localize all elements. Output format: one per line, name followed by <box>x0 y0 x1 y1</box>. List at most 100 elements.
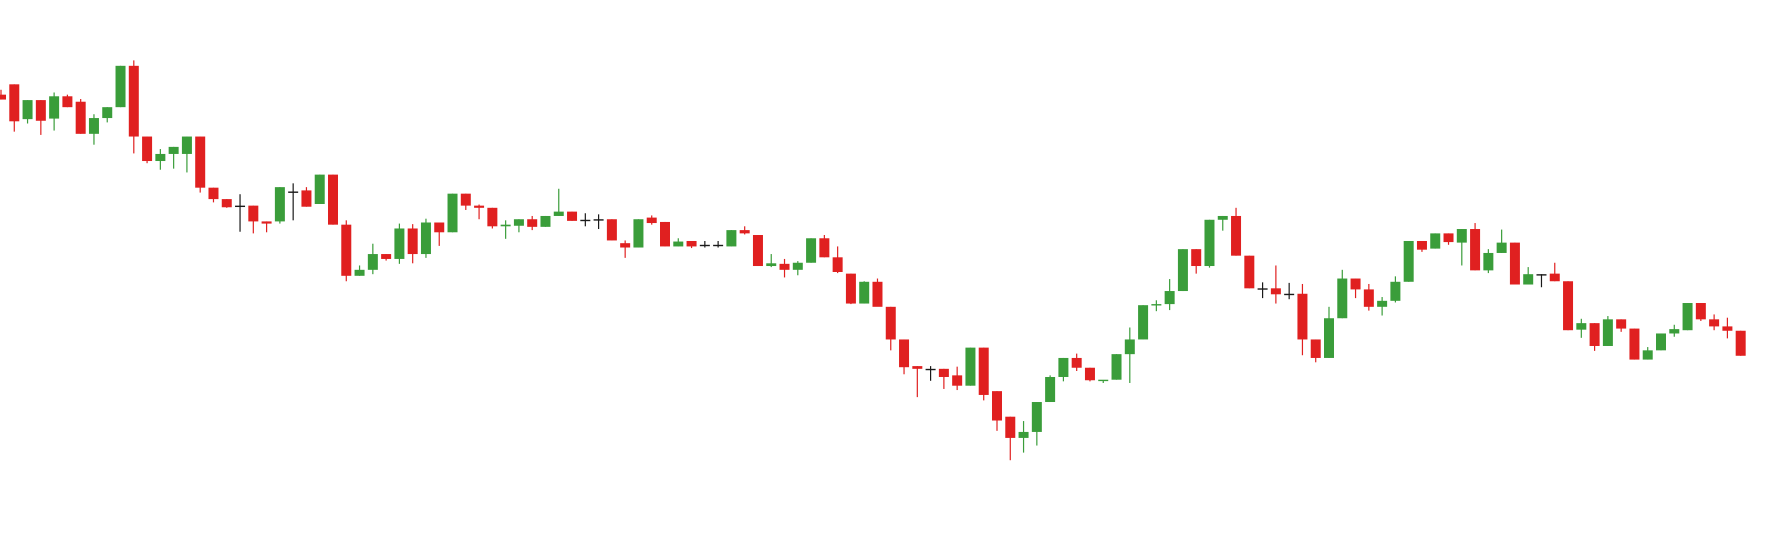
candle-body <box>899 339 910 368</box>
candle <box>1284 282 1295 300</box>
candle <box>633 219 644 248</box>
candle <box>1257 282 1268 299</box>
candle <box>88 114 99 145</box>
candle-body <box>208 187 219 200</box>
candle <box>699 240 710 248</box>
candle <box>1138 305 1149 340</box>
candle-body <box>434 222 445 233</box>
candle <box>1350 278 1361 299</box>
candle <box>248 205 259 234</box>
candle <box>938 368 949 389</box>
candle <box>75 99 86 134</box>
candle <box>832 246 843 274</box>
candle-body <box>1045 376 1056 403</box>
candle-body <box>792 262 803 270</box>
candle <box>1377 297 1388 316</box>
candle <box>381 254 392 261</box>
candle-body <box>1403 240 1414 282</box>
candle <box>1204 219 1215 268</box>
candle <box>726 230 737 247</box>
candle <box>1071 353 1082 372</box>
candle-body <box>646 217 657 224</box>
candle-body <box>606 219 617 241</box>
candle-body <box>394 228 405 259</box>
candle-body <box>9 84 20 122</box>
candle <box>407 224 418 264</box>
candle <box>1616 319 1627 332</box>
candle <box>102 107 113 123</box>
candle-body <box>1058 357 1069 377</box>
candle-body <box>567 211 578 221</box>
candle <box>1337 269 1348 319</box>
candle <box>766 254 777 268</box>
candle <box>859 281 870 304</box>
candle <box>1111 354 1122 380</box>
candle-body <box>845 273 856 304</box>
candle <box>1602 316 1613 346</box>
candle-body <box>1523 274 1534 285</box>
candle-body <box>1031 402 1042 432</box>
candle <box>1563 281 1574 331</box>
candle-body <box>527 219 538 227</box>
candle-body <box>0 94 6 100</box>
candle <box>1363 283 1374 311</box>
candle <box>314 174 325 204</box>
candle <box>1656 333 1666 351</box>
candle-body <box>1549 273 1560 282</box>
candle <box>115 65 126 108</box>
candle <box>686 240 697 249</box>
candle-body <box>235 205 246 208</box>
candle-body <box>487 207 498 227</box>
candle-body <box>992 391 1002 421</box>
candle <box>673 238 684 247</box>
candle-body <box>620 243 631 248</box>
candle <box>1589 323 1600 351</box>
candle-body <box>912 366 923 369</box>
candle-body <box>1231 215 1242 256</box>
candle-body <box>1217 215 1228 220</box>
candle-body <box>633 219 644 248</box>
candle-body <box>1310 339 1321 358</box>
candle-body <box>1177 249 1188 292</box>
candle <box>1523 267 1534 285</box>
candle <box>1642 347 1653 360</box>
candle-body <box>367 254 378 270</box>
candle <box>1456 229 1467 266</box>
candle <box>0 89 6 100</box>
candle-body <box>726 230 737 247</box>
candle <box>1536 274 1547 288</box>
candle-body <box>819 238 830 258</box>
candle <box>646 215 657 225</box>
candle-body <box>274 187 285 222</box>
candle-body <box>1284 293 1295 296</box>
candle-body <box>872 281 883 307</box>
candle-body <box>1496 242 1507 253</box>
candle <box>394 223 405 264</box>
candle-body <box>1682 303 1693 331</box>
candle-body <box>1536 274 1547 276</box>
candle-body <box>1257 288 1268 290</box>
candle-body <box>1430 233 1441 249</box>
candle <box>1549 262 1560 282</box>
candle <box>620 240 631 258</box>
candle-body <box>328 174 338 225</box>
candle-body <box>1324 318 1334 358</box>
candle <box>527 215 538 231</box>
candle-body <box>580 219 591 222</box>
candle <box>1390 276 1401 303</box>
candle <box>1045 375 1056 403</box>
candle <box>899 339 910 375</box>
candle <box>593 214 604 230</box>
candle-body <box>965 347 976 386</box>
candle <box>1031 402 1042 446</box>
candle-body <box>1005 416 1016 438</box>
candle <box>155 149 166 170</box>
candle <box>925 366 936 381</box>
candle-body <box>62 96 73 108</box>
candle <box>9 84 20 132</box>
candle-body <box>195 136 206 188</box>
candle <box>1270 265 1281 304</box>
candle-body <box>301 190 312 207</box>
candle-body <box>474 205 485 208</box>
